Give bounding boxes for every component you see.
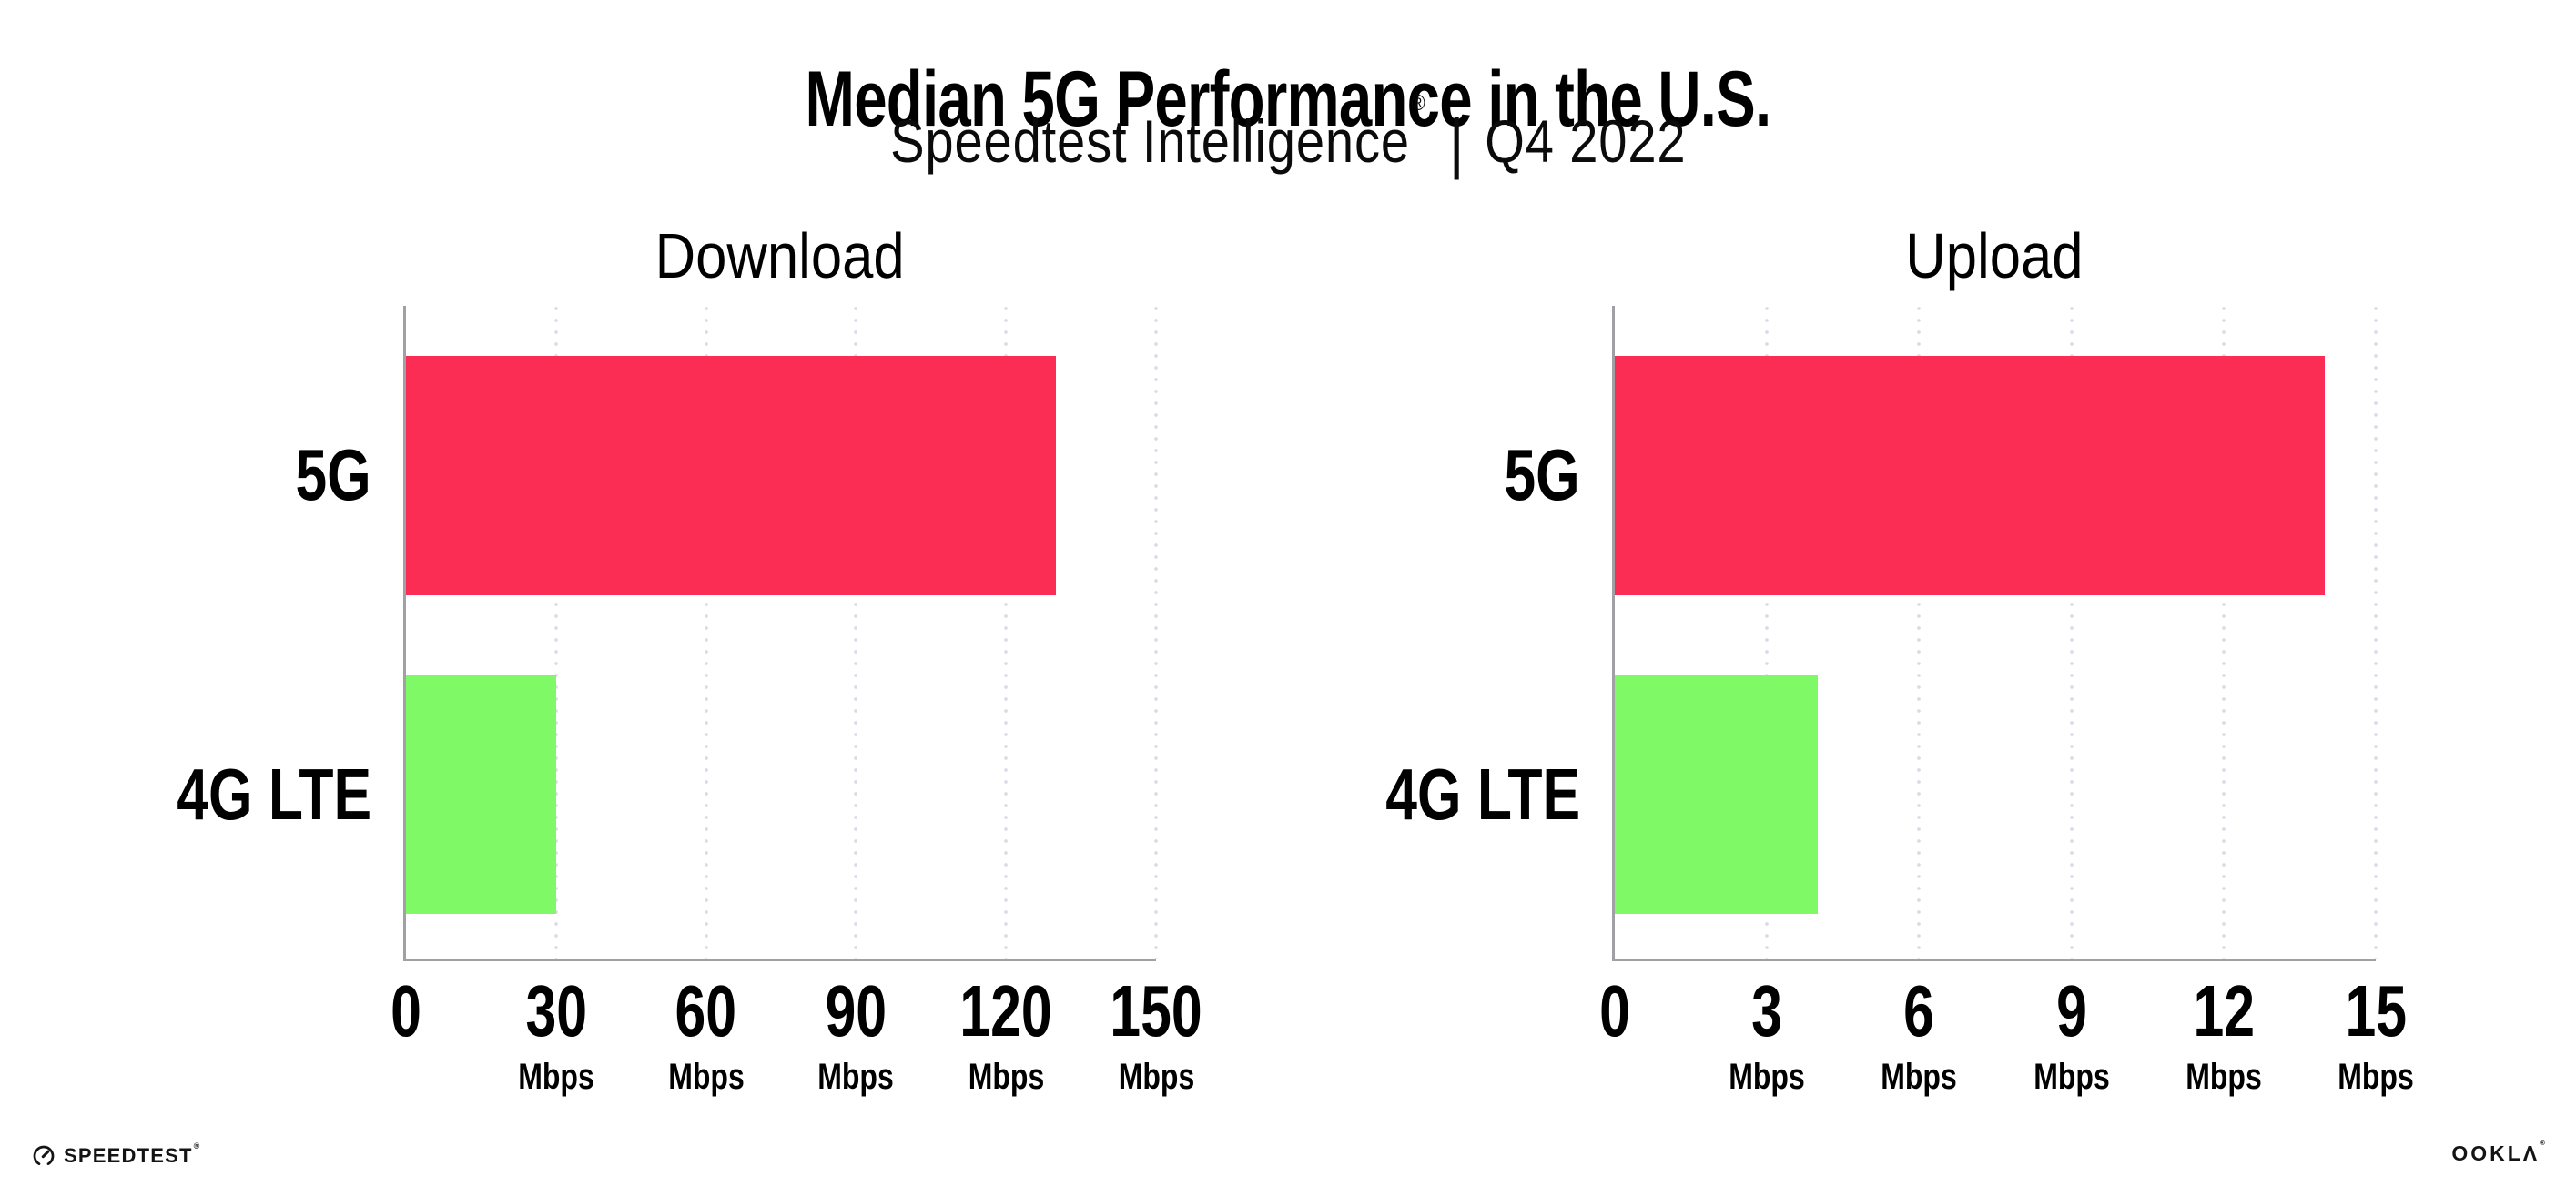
speedtest-gauge-icon (33, 1145, 55, 1166)
bar-5g (406, 356, 1057, 595)
subtitle-period: Q4 2022 (1484, 107, 1687, 175)
bar-5g (1615, 356, 2326, 595)
x-tick-30: 30 Mbps (509, 970, 603, 1097)
bar-4g-lte (406, 675, 556, 915)
category-label-5g: 5G (295, 434, 371, 516)
gridline-150 (1154, 306, 1158, 959)
page-title-text: Median 5G Performance in the U.S. (805, 55, 1772, 143)
x-tick-unit: Mbps (968, 1057, 1044, 1097)
x-tick-value: 9 (2055, 970, 2087, 1051)
x-tick-value: 120 (959, 970, 1052, 1051)
speedtest-wordmark: SPEEDTEST® (64, 1141, 201, 1167)
x-tick-value: 6 (1903, 970, 1935, 1051)
category-label-4g-lte: 4G LTE (177, 754, 371, 836)
ookla-registered-mark: ® (2540, 1139, 2545, 1148)
x-tick-value: 0 (1599, 970, 1630, 1051)
x-tick-value: 3 (1751, 970, 1783, 1051)
upload-chart-title: Upload (1904, 220, 2084, 291)
x-tick-value: 60 (674, 970, 737, 1051)
x-tick-unit: Mbps (518, 1057, 594, 1097)
x-tick-unit: Mbps (2033, 1057, 2110, 1097)
x-tick-unit: Mbps (1881, 1057, 1958, 1097)
x-tick-unit: Mbps (2338, 1057, 2414, 1097)
ookla-wordmark: OOKLΛ (2451, 1141, 2541, 1165)
x-tick-0: 0 (1595, 975, 1636, 1048)
x-tick-value: 90 (825, 970, 887, 1051)
x-tick-15: 15 Mbps (2328, 970, 2423, 1097)
category-label-5g: 5G (1504, 434, 1580, 516)
x-tick-12: 12 Mbps (2176, 970, 2271, 1097)
x-tick-value: 0 (390, 970, 421, 1051)
gridline-15 (2374, 306, 2378, 959)
x-tick-value: 15 (2345, 970, 2407, 1051)
x-tick-90: 90 Mbps (808, 970, 903, 1097)
x-tick-unit: Mbps (2186, 1057, 2262, 1097)
x-tick-120: 120 Mbps (945, 970, 1066, 1097)
page-title: Median 5G Performance in the U.S. (0, 60, 2576, 138)
ookla-logo: OOKLΛ® (2451, 1140, 2545, 1165)
x-tick-unit: Mbps (1118, 1057, 1194, 1097)
x-tick-9: 9 Mbps (2023, 970, 2118, 1097)
registered-mark: ® (1411, 91, 1426, 116)
x-tick-unit: Mbps (1729, 1057, 1805, 1097)
bar-4g-lte (1615, 675, 1818, 915)
x-tick-0: 0 (386, 975, 427, 1048)
page-subtitle-text: Speedtest Intelligence® | Q4 2022 (889, 91, 1687, 180)
x-tick-60: 60 Mbps (658, 970, 753, 1097)
download-chart-title: Download (654, 220, 905, 291)
x-tick-unit: Mbps (817, 1057, 895, 1097)
x-tick-value: 150 (1110, 970, 1202, 1051)
category-label-4g-lte: 4G LTE (1385, 754, 1580, 836)
subtitle-product: Speedtest Intelligence (889, 107, 1410, 175)
x-tick-3: 3 Mbps (1719, 970, 1814, 1097)
subtitle-separator: | (1448, 105, 1465, 180)
upload-plot-area: 5G 4G LTE 0 3 Mbps 6 Mbps 9 Mbps 12 Mbps 15 Mbps (1385, 306, 2414, 1095)
x-tick-value: 30 (524, 970, 587, 1051)
speedtest-registered-mark: ® (193, 1141, 201, 1151)
x-tick-unit: Mbps (667, 1057, 745, 1097)
speedtest-logo: SPEEDTEST® (33, 1141, 201, 1167)
x-tick-6: 6 Mbps (1871, 970, 1966, 1097)
x-tick-value: 12 (2192, 970, 2255, 1051)
x-tick-150: 150 Mbps (1095, 970, 1216, 1097)
download-plot-area: 5G 4G LTE 0 30 Mbps 60 Mbps 90 Mbps 120 Mbps 150 Mbp… (177, 306, 1202, 1095)
page-subtitle: Speedtest Intelligence® | Q4 2022 (0, 91, 2576, 180)
